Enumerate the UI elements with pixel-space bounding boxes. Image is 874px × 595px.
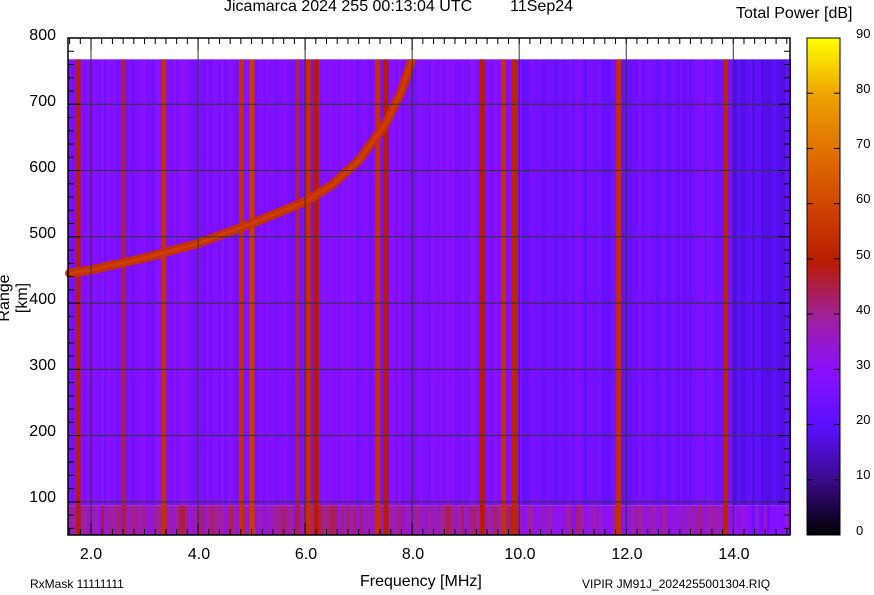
colorbar-title: Total Power [dB] (736, 5, 853, 22)
x-tick: 10.0 (504, 546, 536, 563)
date-label: 11Sep24 (510, 0, 574, 15)
chart-title: Jicamarca 2024 255 00:13:04 UTC 11Sep24 (224, 0, 573, 16)
cb-tick: 50 (856, 247, 871, 262)
cb-tick: 10 (856, 467, 871, 482)
y-tick: 600 (29, 159, 56, 176)
y-tick: 700 (29, 93, 56, 110)
cb-tick: 30 (856, 357, 871, 372)
title-text: Jicamarca 2024 255 00:13:04 UTC (224, 0, 473, 15)
cb-tick: 60 (856, 191, 871, 206)
y-tick: 400 (29, 291, 56, 308)
cb-tick: 20 (856, 412, 871, 427)
y-tick: 200 (29, 423, 56, 440)
grid-lines (68, 37, 790, 535)
rxmask-label: RxMask 11111111 (30, 577, 124, 591)
x-tick: 8.0 (401, 546, 425, 563)
cb-tick: 40 (856, 302, 871, 317)
cb-tick: 80 (856, 81, 871, 96)
y-tick: 800 (29, 27, 56, 44)
x-tick: 2.0 (79, 546, 103, 563)
cb-tick: 0 (856, 523, 864, 538)
y-tick: 100 (29, 489, 56, 506)
plot-frame (67, 37, 791, 536)
cb-tick: 90 (856, 26, 871, 41)
x-tick: 14.0 (718, 546, 750, 563)
file-label: VIPIR JM91J_2024255001304.RIQ (582, 577, 771, 591)
x-tick: 12.0 (611, 546, 643, 563)
x-tick: 4.0 (187, 546, 211, 563)
y-tick: 300 (29, 357, 56, 374)
y-tick: 500 (29, 225, 56, 242)
x-tick: 6.0 (294, 546, 318, 563)
heatmap-area (65, 38, 791, 536)
cb-tick: 70 (856, 136, 871, 151)
colorbar (806, 37, 841, 536)
x-axis-label: Frequency [MHz] (360, 573, 482, 590)
